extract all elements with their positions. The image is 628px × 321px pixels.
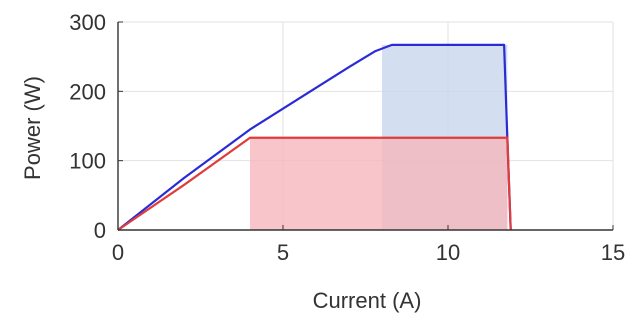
shaded-region-2 (250, 137, 508, 230)
y-axis-label: Power (W) (20, 76, 45, 180)
y-tick-label: 100 (69, 149, 106, 174)
x-tick-label: 15 (601, 240, 625, 265)
y-tick-label: 0 (94, 218, 106, 243)
series-line-1 (117, 43, 512, 231)
tick-labels: 0 5 10 15 0 100 200 300 (69, 10, 625, 265)
axes (117, 21, 614, 231)
x-tick-label: 5 (277, 240, 289, 265)
y-tick-label: 200 (69, 79, 106, 104)
x-axis-label: Current (A) (313, 288, 422, 313)
x-tick-label: 0 (112, 240, 124, 265)
y-tick-label: 300 (69, 10, 106, 35)
series-lines (117, 43, 512, 231)
x-tick-label: 10 (436, 240, 460, 265)
series-line-2 (117, 136, 512, 231)
